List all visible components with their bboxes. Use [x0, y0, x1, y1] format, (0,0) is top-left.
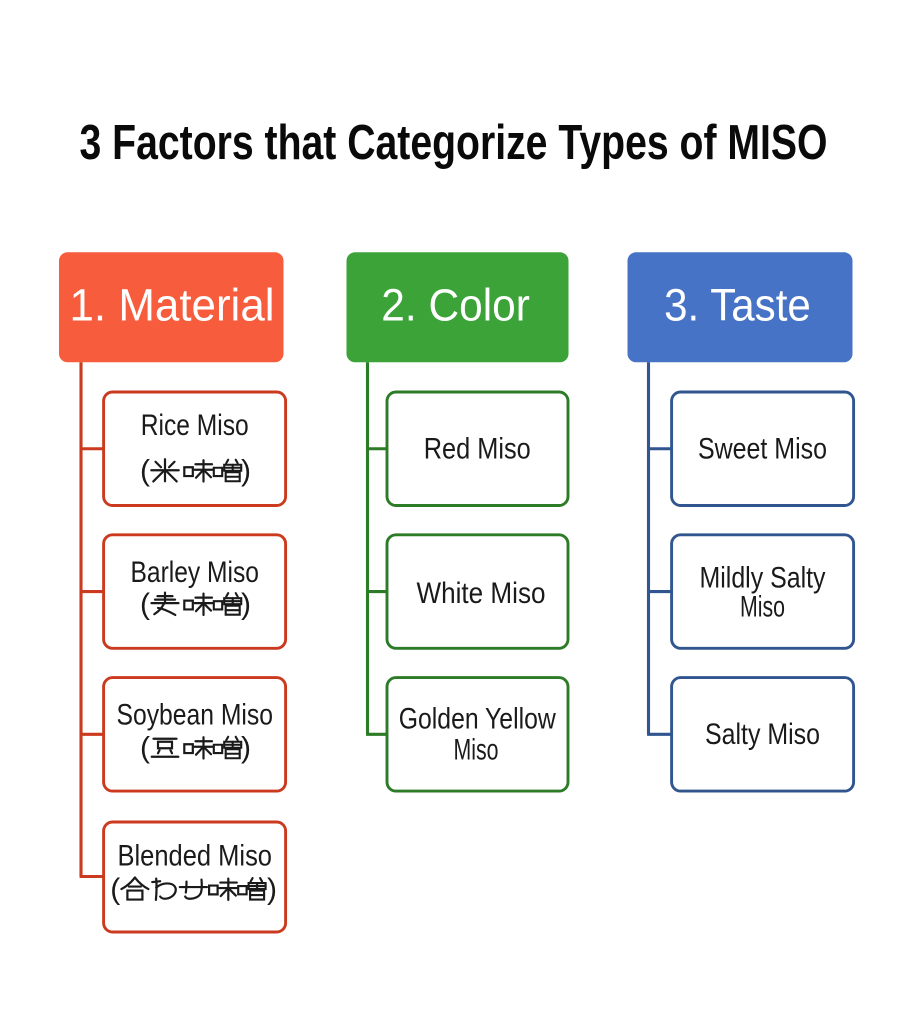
svg-text:(: (: [140, 455, 150, 488]
svg-text:): ): [241, 588, 251, 621]
svg-text:2. Color: 2. Color: [381, 280, 530, 331]
svg-text:(: (: [140, 732, 150, 765]
svg-text:Rice Miso: Rice Miso: [141, 409, 249, 442]
svg-text:Mildly Salty: Mildly Salty: [700, 562, 826, 595]
svg-text:Golden Yellow: Golden Yellow: [399, 703, 556, 736]
svg-text:1. Material: 1. Material: [70, 280, 275, 331]
svg-text:Miso: Miso: [454, 733, 499, 766]
svg-text:White Miso: White Miso: [417, 577, 546, 610]
svg-text:): ): [241, 732, 251, 765]
svg-text:Miso: Miso: [740, 591, 785, 624]
svg-text:(: (: [110, 873, 120, 906]
svg-text:Red Miso: Red Miso: [424, 433, 531, 466]
svg-text:Barley Miso: Barley Miso: [131, 556, 260, 589]
svg-text:Salty Miso: Salty Miso: [705, 718, 820, 751]
svg-text:Blended Miso: Blended Miso: [118, 839, 273, 872]
svg-text:Soybean Miso: Soybean Miso: [117, 698, 274, 731]
svg-text:Sweet Miso: Sweet Miso: [698, 433, 827, 466]
svg-text:3. Taste: 3. Taste: [664, 280, 811, 331]
svg-text:(: (: [140, 588, 150, 621]
svg-text:): ): [267, 873, 277, 906]
svg-text:): ): [241, 455, 251, 488]
svg-text:3 Factors that Categorize Type: 3 Factors that Categorize Types of MISO: [80, 115, 828, 170]
